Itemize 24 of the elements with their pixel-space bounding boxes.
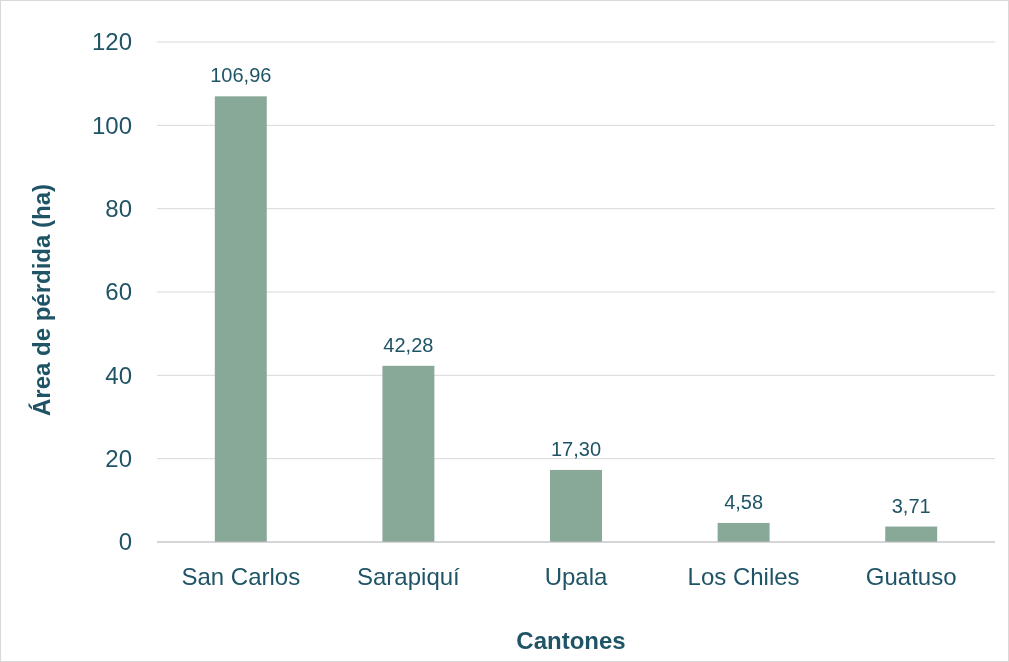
data-label: 3,71 bbox=[891, 494, 931, 517]
y-tick-label: 0 bbox=[118, 528, 132, 556]
bar bbox=[550, 469, 602, 542]
x-tick-label: Sarapiquí bbox=[357, 563, 461, 590]
bar bbox=[885, 526, 938, 542]
bar bbox=[214, 96, 267, 542]
x-tick-label: Upala bbox=[544, 563, 608, 590]
data-label: 106,96 bbox=[210, 64, 272, 87]
bar bbox=[382, 365, 435, 542]
y-tick-label: 60 bbox=[105, 278, 132, 306]
y-tick-label: 20 bbox=[105, 445, 132, 473]
y-tick-label: 80 bbox=[105, 195, 132, 223]
y-tick-label: 100 bbox=[91, 111, 132, 139]
y-axis-title: Área de pérdida (ha) bbox=[28, 183, 55, 417]
y-tick-label: 120 bbox=[91, 28, 132, 56]
x-tick-label: Los Chiles bbox=[687, 563, 800, 590]
x-axis-title: Cantones bbox=[516, 627, 626, 654]
x-tick-label: Guatuso bbox=[865, 563, 957, 590]
data-label: 4,58 bbox=[724, 490, 764, 513]
x-tick-label: San Carlos bbox=[181, 563, 301, 590]
data-label: 42,28 bbox=[383, 333, 434, 356]
bar bbox=[717, 522, 770, 542]
data-label: 17,30 bbox=[550, 437, 602, 460]
y-tick-label: 40 bbox=[105, 361, 132, 389]
